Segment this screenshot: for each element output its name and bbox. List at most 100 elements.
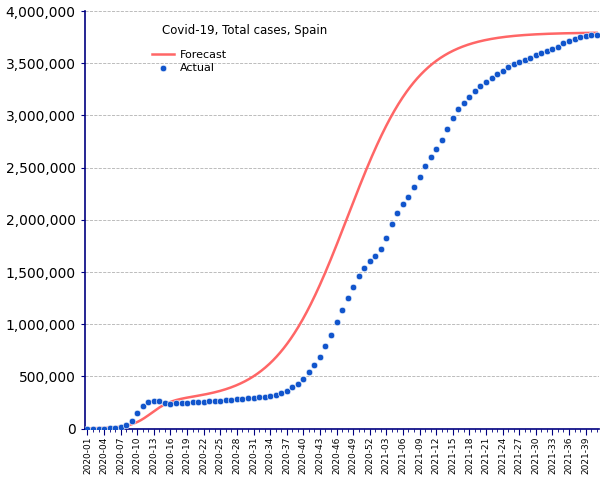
Actual (315, 353, 325, 360)
Actual (282, 387, 292, 395)
Actual (249, 394, 258, 402)
Actual (548, 45, 557, 52)
Legend: Forecast, Actual: Forecast, Actual (152, 50, 227, 73)
Actual (105, 425, 114, 432)
Line: Forecast: Forecast (88, 33, 597, 428)
Actual (132, 409, 142, 417)
Actual (525, 54, 535, 62)
Actual (232, 395, 242, 403)
Actual (304, 369, 314, 376)
Actual (387, 220, 397, 228)
Actual (122, 421, 131, 429)
Actual (332, 318, 341, 326)
Actual (226, 396, 236, 403)
Actual (188, 398, 197, 406)
Actual (382, 234, 391, 241)
Forecast (136, 418, 143, 424)
Actual (271, 391, 281, 399)
Actual (298, 375, 308, 383)
Actual (442, 125, 452, 133)
Actual (393, 209, 402, 216)
Actual (498, 67, 508, 74)
Actual (492, 70, 502, 78)
Actual (99, 425, 109, 432)
Actual (414, 173, 424, 181)
Actual (83, 425, 93, 432)
Actual (265, 393, 275, 400)
Actual (503, 63, 513, 71)
Actual (171, 399, 181, 407)
Forecast (434, 57, 441, 63)
Actual (238, 395, 247, 402)
Actual (575, 33, 585, 41)
Forecast (593, 30, 600, 36)
Actual (287, 384, 297, 391)
Forecast (290, 332, 297, 337)
Actual (470, 87, 480, 95)
Actual (182, 399, 192, 407)
Actual (370, 252, 380, 260)
Actual (116, 423, 125, 431)
Actual (215, 397, 225, 405)
Text: Covid-19, Total cases, Spain: Covid-19, Total cases, Spain (162, 24, 327, 36)
Actual (343, 294, 353, 302)
Actual (155, 397, 165, 405)
Actual (570, 36, 580, 43)
Actual (586, 31, 596, 39)
Actual (221, 396, 231, 404)
Actual (542, 47, 552, 55)
Actual (194, 398, 203, 406)
Forecast (490, 36, 497, 41)
Actual (293, 380, 302, 387)
Actual (476, 83, 485, 90)
Actual (260, 393, 269, 401)
Actual (409, 184, 419, 192)
Actual (531, 51, 541, 59)
Actual (581, 32, 590, 40)
Actual (509, 60, 518, 68)
Actual (337, 306, 347, 313)
Actual (553, 43, 563, 50)
Actual (514, 59, 524, 66)
Actual (166, 400, 175, 408)
Actual (564, 37, 574, 45)
Actual (459, 99, 469, 107)
Actual (558, 39, 568, 47)
Actual (210, 397, 220, 405)
Actual (321, 342, 330, 350)
Actual (404, 193, 413, 201)
Actual (448, 114, 457, 121)
Actual (94, 425, 103, 432)
Actual (354, 272, 364, 280)
Actual (310, 361, 319, 369)
Actual (359, 264, 369, 272)
Actual (276, 389, 286, 397)
Actual (149, 397, 159, 405)
Actual (326, 331, 336, 338)
Actual (127, 417, 137, 425)
Actual (465, 93, 474, 100)
Actual (88, 425, 98, 432)
Actual (520, 56, 529, 64)
Actual (177, 399, 186, 407)
Forecast (84, 425, 91, 431)
Actual (254, 394, 264, 401)
Actual (398, 200, 408, 208)
Actual (143, 398, 153, 406)
Forecast (308, 299, 315, 305)
Actual (138, 402, 148, 409)
Actual (199, 398, 209, 406)
Actual (204, 397, 214, 405)
Actual (454, 105, 463, 113)
Actual (437, 137, 446, 144)
Actual (486, 74, 496, 82)
Actual (431, 145, 441, 153)
Actual (481, 78, 491, 86)
Actual (110, 424, 120, 432)
Actual (537, 49, 546, 57)
Actual (365, 257, 374, 264)
Actual (592, 31, 601, 38)
Actual (376, 245, 385, 253)
Actual (243, 394, 253, 402)
Forecast (481, 37, 488, 43)
